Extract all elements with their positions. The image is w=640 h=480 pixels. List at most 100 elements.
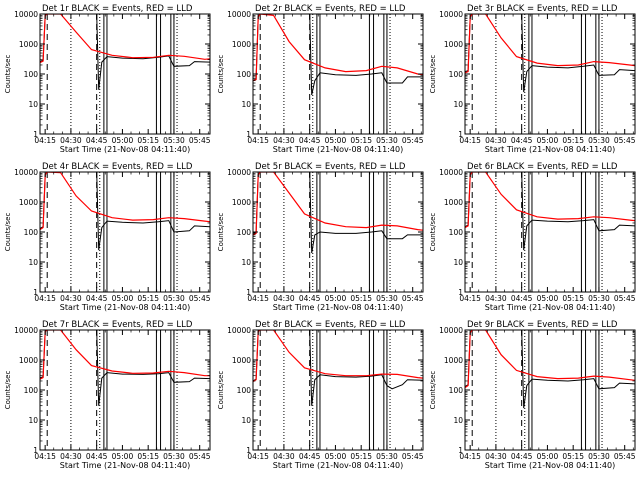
y-tick-label: 1 <box>246 288 251 297</box>
x-tick-label: 05:15 <box>562 452 584 461</box>
plot-area <box>40 14 210 134</box>
y-tick-label: 10000 <box>227 10 251 19</box>
x-tick-label: 05:00 <box>112 136 134 145</box>
x-axis-label: Start Time (21-Nov-08 04:11:40) <box>60 461 190 470</box>
y-tick-label: 1000 <box>232 40 251 49</box>
x-tick-label: 04:15 <box>34 294 56 303</box>
panel-det-2: Det 2r BLACK = Events, RED = LLD 1 10 100 10… <box>217 4 424 154</box>
y-tick-label: 10 <box>28 100 38 109</box>
x-tick-label: 05:15 <box>562 136 584 145</box>
axes-frame <box>252 171 424 293</box>
x-tick-label: 05:00 <box>325 136 347 145</box>
x-tick-label: 05:45 <box>614 294 636 303</box>
x-tick-label: 04:45 <box>511 452 533 461</box>
y-tick-label: 1000 <box>19 40 38 49</box>
y-tick-label: 10 <box>241 416 251 425</box>
lld-series-line <box>465 330 635 389</box>
events-series-line <box>40 330 210 406</box>
y-tick-label: 1 <box>458 130 463 139</box>
y-axis-label: Counts/sec <box>4 213 12 252</box>
x-tick-label: 05:30 <box>376 136 398 145</box>
y-tick-label: 100 <box>237 228 252 237</box>
y-tick-label: 100 <box>449 386 464 395</box>
panel-det-8: Det 8r BLACK = Events, RED = LLD 1 10 100 10… <box>217 320 424 470</box>
x-tick-label: 04:15 <box>459 452 481 461</box>
plot-area <box>253 330 423 450</box>
x-tick-label: 04:30 <box>485 136 507 145</box>
x-tick-label: 04:45 <box>86 294 108 303</box>
axes-frame <box>39 329 211 451</box>
x-tick-label: 05:15 <box>137 136 159 145</box>
x-tick-label: 05:45 <box>402 294 424 303</box>
x-axis-label: Start Time (21-Nov-08 04:11:40) <box>485 461 615 470</box>
panel-title: Det 5r BLACK = Events, RED = LLD <box>255 162 406 172</box>
y-tick-label: 1000 <box>444 40 463 49</box>
x-tick-label: 05:45 <box>189 294 211 303</box>
x-tick-label: 05:30 <box>588 452 610 461</box>
x-tick-label: 05:30 <box>163 452 185 461</box>
y-axis-label: Counts/sec <box>429 55 437 94</box>
y-tick-label: 10 <box>453 416 463 425</box>
y-tick-label: 1 <box>246 446 251 455</box>
x-tick-label: 05:00 <box>537 136 559 145</box>
y-axis-label: Counts/sec <box>217 55 225 94</box>
x-tick-label: 04:45 <box>86 452 108 461</box>
y-tick-label: 1 <box>33 446 38 455</box>
y-tick-label: 100 <box>24 386 39 395</box>
x-tick-label: 04:15 <box>247 136 269 145</box>
y-tick-label: 10 <box>453 258 463 267</box>
axes-frame <box>464 329 636 451</box>
lld-series-line <box>253 330 423 383</box>
lld-series-line <box>253 14 423 82</box>
y-tick-label: 100 <box>237 70 252 79</box>
lld-series-line <box>253 172 423 236</box>
panel-det-1: Det 1r BLACK = Events, RED = LLD 1 10 100 10… <box>4 4 211 154</box>
x-tick-label: 05:30 <box>588 294 610 303</box>
x-tick-label: 05:30 <box>376 294 398 303</box>
x-tick-label: 04:45 <box>86 136 108 145</box>
y-tick-label: 1 <box>33 288 38 297</box>
x-tick-label: 05:30 <box>376 452 398 461</box>
x-tick-label: 04:15 <box>247 452 269 461</box>
y-tick-label: 10 <box>28 258 38 267</box>
lld-series-line <box>465 14 635 74</box>
x-tick-label: 04:15 <box>247 294 269 303</box>
y-tick-label: 1000 <box>232 198 251 207</box>
y-axis-label: Counts/sec <box>217 213 225 252</box>
x-tick-label: 04:15 <box>459 294 481 303</box>
x-tick-label: 05:00 <box>325 452 347 461</box>
x-tick-label: 05:15 <box>350 452 372 461</box>
axes-frame <box>252 329 424 451</box>
panel-title: Det 8r BLACK = Events, RED = LLD <box>255 320 406 330</box>
panel-title: Det 1r BLACK = Events, RED = LLD <box>42 4 193 14</box>
events-series-line <box>465 14 635 93</box>
y-tick-label: 10000 <box>14 10 38 19</box>
events-series-line <box>253 172 423 254</box>
x-tick-label: 05:15 <box>350 136 372 145</box>
y-axis-label: Counts/sec <box>4 55 12 94</box>
y-tick-label: 1000 <box>19 356 38 365</box>
plot-area <box>465 14 635 134</box>
x-tick-label: 05:00 <box>112 294 134 303</box>
y-axis-label: Counts/sec <box>429 371 437 410</box>
x-tick-label: 04:30 <box>60 136 82 145</box>
y-tick-label: 10000 <box>14 326 38 335</box>
y-tick-label: 10 <box>241 258 251 267</box>
y-tick-label: 10000 <box>14 168 38 177</box>
axes-frame <box>252 13 424 135</box>
y-tick-label: 1 <box>246 130 251 139</box>
x-tick-label: 05:45 <box>614 452 636 461</box>
y-tick-label: 100 <box>237 386 252 395</box>
x-tick-label: 05:00 <box>325 294 347 303</box>
y-tick-label: 1 <box>458 446 463 455</box>
x-axis-label: Start Time (21-Nov-08 04:11:40) <box>273 303 403 312</box>
x-tick-label: 04:15 <box>459 136 481 145</box>
panel-det-4: Det 4r BLACK = Events, RED = LLD 1 10 100 10… <box>4 162 211 312</box>
events-series-line <box>40 172 210 251</box>
y-tick-label: 10000 <box>439 326 463 335</box>
events-series-line <box>253 330 423 406</box>
axes-frame <box>39 171 211 293</box>
plot-area <box>40 330 210 450</box>
y-tick-label: 1 <box>33 130 38 139</box>
